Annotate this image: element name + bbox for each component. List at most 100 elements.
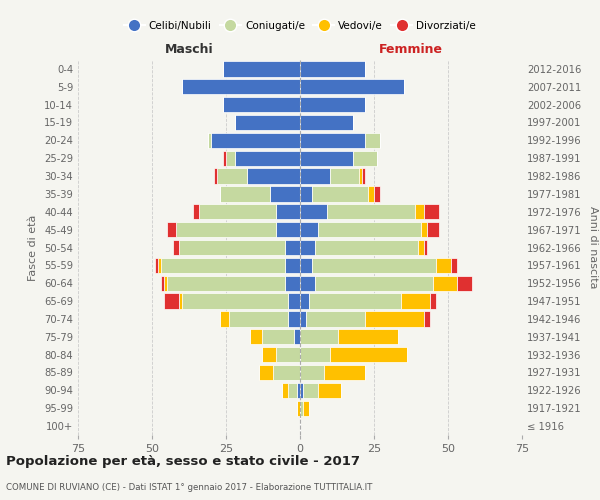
Bar [274,365,300,380]
Bar [300,79,404,94]
Bar [300,133,365,148]
Bar [235,115,300,130]
Bar [430,294,436,308]
Bar [300,294,309,308]
Bar [223,97,300,112]
Bar [315,276,433,291]
Bar [223,62,300,76]
Bar [220,186,271,202]
Bar [158,258,161,273]
Bar [161,258,285,273]
Bar [199,204,277,220]
Y-axis label: Fasce di età: Fasce di età [28,214,38,280]
Bar [220,312,229,326]
Bar [193,204,199,220]
Bar [457,276,472,291]
Bar [421,222,427,237]
Bar [300,347,329,362]
Bar [164,276,167,291]
Bar [300,186,312,202]
Bar [179,240,285,255]
Bar [300,329,338,344]
Bar [365,133,380,148]
Bar [326,204,415,220]
Bar [303,383,318,398]
Bar [300,97,365,112]
Text: Femmine: Femmine [379,44,443,57]
Bar [427,222,439,237]
Bar [282,383,288,398]
Bar [167,276,285,291]
Bar [315,240,418,255]
Bar [297,383,300,398]
Bar [226,150,235,166]
Bar [418,240,424,255]
Bar [179,294,182,308]
Bar [300,222,318,237]
Bar [235,150,300,166]
Bar [211,133,300,148]
Bar [451,258,457,273]
Bar [312,186,368,202]
Bar [300,383,303,398]
Bar [300,240,315,255]
Bar [173,240,179,255]
Bar [433,276,457,291]
Bar [401,294,430,308]
Bar [182,294,288,308]
Bar [288,383,297,398]
Bar [318,222,421,237]
Bar [285,240,300,255]
Bar [365,312,424,326]
Bar [306,312,365,326]
Bar [359,168,362,184]
Bar [424,204,439,220]
Bar [167,222,176,237]
Bar [300,365,323,380]
Bar [229,312,288,326]
Bar [300,115,353,130]
Bar [338,329,398,344]
Bar [288,312,300,326]
Bar [217,168,247,184]
Bar [297,400,300,416]
Bar [262,347,277,362]
Bar [277,222,300,237]
Bar [424,240,427,255]
Bar [300,168,329,184]
Legend: Celibi/Nubili, Coniugati/e, Vedovi/e, Divorziati/e: Celibi/Nubili, Coniugati/e, Vedovi/e, Di… [119,16,481,35]
Bar [300,258,312,273]
Bar [318,383,341,398]
Bar [285,276,300,291]
Bar [300,62,365,76]
Bar [271,186,300,202]
Bar [285,258,300,273]
Bar [214,168,217,184]
Bar [309,294,401,308]
Bar [155,258,158,273]
Bar [300,312,306,326]
Bar [208,133,211,148]
Bar [182,79,300,94]
Bar [424,312,430,326]
Bar [176,222,277,237]
Bar [262,329,294,344]
Bar [312,258,436,273]
Bar [415,204,424,220]
Text: COMUNE DI RUVIANO (CE) - Dati ISTAT 1° gennaio 2017 - Elaborazione TUTTITALIA.IT: COMUNE DI RUVIANO (CE) - Dati ISTAT 1° g… [6,483,373,492]
Text: Popolazione per età, sesso e stato civile - 2017: Popolazione per età, sesso e stato civil… [6,455,360,468]
Bar [250,329,262,344]
Bar [259,365,274,380]
Bar [161,276,164,291]
Bar [223,150,226,166]
Bar [300,204,326,220]
Bar [353,150,377,166]
Bar [329,347,407,362]
Bar [323,365,365,380]
Bar [303,400,309,416]
Bar [277,347,300,362]
Y-axis label: Anni di nascita: Anni di nascita [588,206,598,289]
Bar [288,294,300,308]
Bar [300,400,303,416]
Bar [368,186,374,202]
